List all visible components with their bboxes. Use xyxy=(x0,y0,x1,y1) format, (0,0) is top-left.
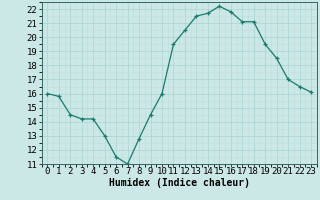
X-axis label: Humidex (Indice chaleur): Humidex (Indice chaleur) xyxy=(109,178,250,188)
